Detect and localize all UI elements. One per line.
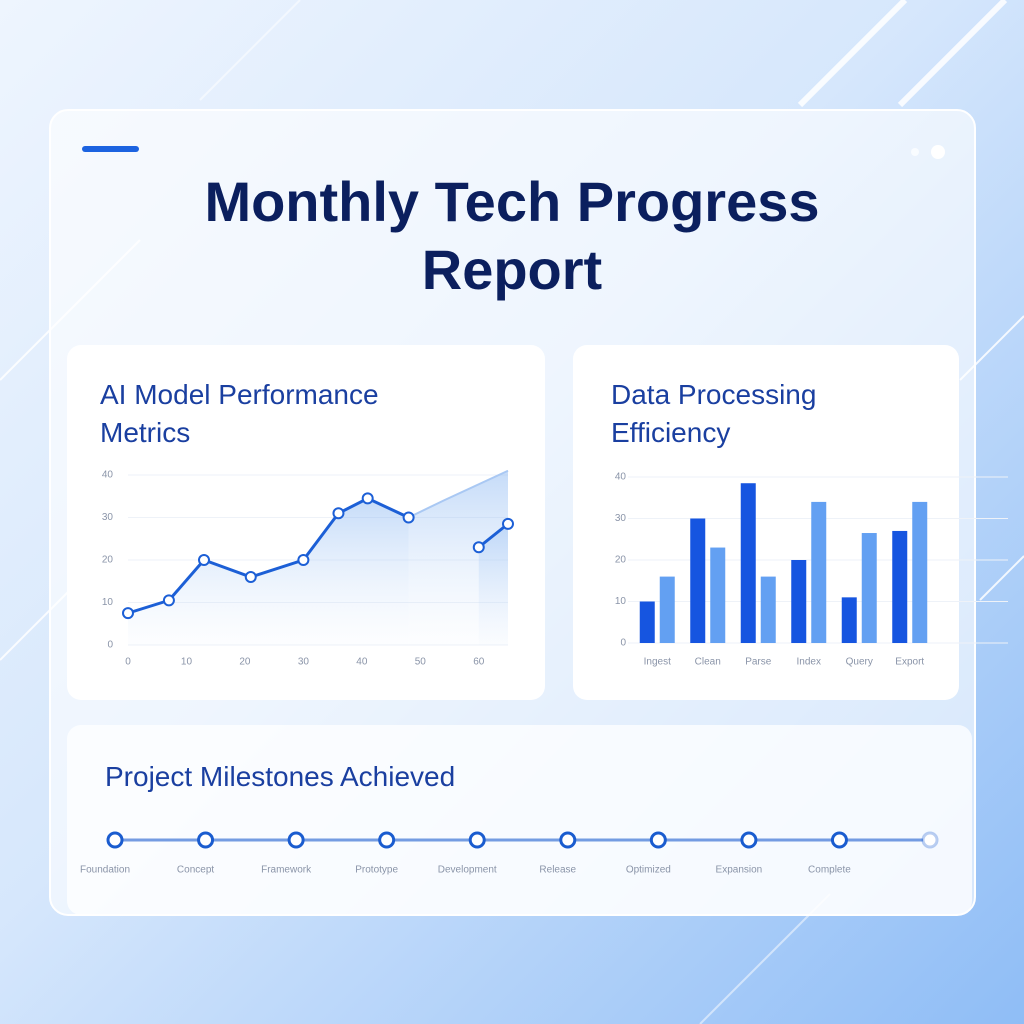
milestone-label: Release	[539, 865, 576, 876]
bar	[791, 560, 807, 643]
data-point	[244, 571, 257, 583]
milestone-node	[559, 831, 577, 849]
y-tick-label: 20	[102, 555, 114, 566]
bar	[710, 547, 726, 643]
area-fill	[128, 498, 508, 645]
bar	[690, 518, 706, 643]
data-point	[198, 554, 210, 566]
x-tick-label: Ingest	[644, 657, 671, 668]
x-tick-label: 40	[356, 657, 368, 668]
y-tick-label: 0	[620, 638, 626, 649]
x-tick-label: Parse	[745, 657, 772, 668]
window-dot	[931, 145, 945, 159]
milestone-node	[468, 831, 486, 849]
page-title: Monthly Tech Progress Report	[204, 170, 820, 301]
x-tick-label: 60	[473, 657, 485, 668]
x-tick-label: 0	[125, 657, 131, 668]
y-tick-label: 40	[102, 470, 114, 481]
y-tick-label: 10	[102, 597, 114, 608]
x-tick-label: 30	[298, 657, 310, 668]
bar	[912, 501, 928, 643]
data-point	[162, 594, 175, 607]
x-tick-label: 20	[239, 657, 251, 668]
y-tick-label: 0	[107, 640, 113, 651]
x-tick-label: 10	[181, 657, 193, 668]
milestone-node	[197, 831, 215, 849]
milestone-label: Development	[438, 865, 497, 876]
bar	[861, 533, 877, 643]
bar	[892, 530, 908, 643]
bar	[740, 483, 756, 643]
line-series	[408, 469, 509, 519]
milestone-label: Optimized	[626, 865, 671, 876]
x-tick-label: Index	[797, 657, 821, 668]
milestone-node	[378, 831, 396, 849]
data-point	[472, 541, 485, 554]
data-point	[502, 517, 514, 530]
milestone-node	[106, 831, 124, 849]
milestone-node	[649, 831, 667, 849]
y-tick-label: 10	[615, 596, 627, 607]
milestone-label: Foundation	[80, 865, 130, 876]
bar	[841, 597, 857, 643]
milestone-node	[740, 831, 758, 849]
accent-bar	[82, 146, 139, 152]
milestone-node	[921, 831, 939, 849]
x-tick-label: Clean	[695, 657, 721, 668]
milestone-label: Prototype	[355, 865, 398, 876]
window-dot	[911, 148, 919, 156]
x-tick-label: Query	[846, 657, 873, 668]
bar	[659, 576, 675, 643]
data-point	[297, 554, 310, 566]
card-title: Project Milestones Achieved	[105, 761, 456, 792]
x-tick-label: Export	[895, 657, 924, 668]
card-title: Data Processing Efficiency	[611, 379, 817, 448]
data-point	[122, 607, 134, 620]
y-tick-label: 30	[102, 512, 114, 523]
data-point	[332, 507, 345, 520]
x-tick-label: 50	[415, 657, 427, 668]
y-tick-label: 40	[615, 472, 627, 483]
milestone-node	[830, 831, 848, 849]
milestone-label: Expansion	[716, 865, 763, 876]
milestone-label: Complete	[808, 865, 851, 876]
card	[67, 725, 972, 915]
milestone-label: Framework	[261, 865, 312, 876]
bar	[639, 601, 655, 643]
milestone-label: Concept	[177, 865, 214, 876]
bar	[760, 576, 776, 643]
y-tick-label: 20	[615, 555, 627, 566]
milestone-node	[287, 831, 305, 849]
y-tick-label: 30	[615, 513, 627, 524]
data-point	[361, 492, 374, 505]
bar	[811, 501, 827, 643]
card-title: AI Model Performance Metrics	[100, 379, 379, 448]
data-point	[402, 511, 415, 524]
